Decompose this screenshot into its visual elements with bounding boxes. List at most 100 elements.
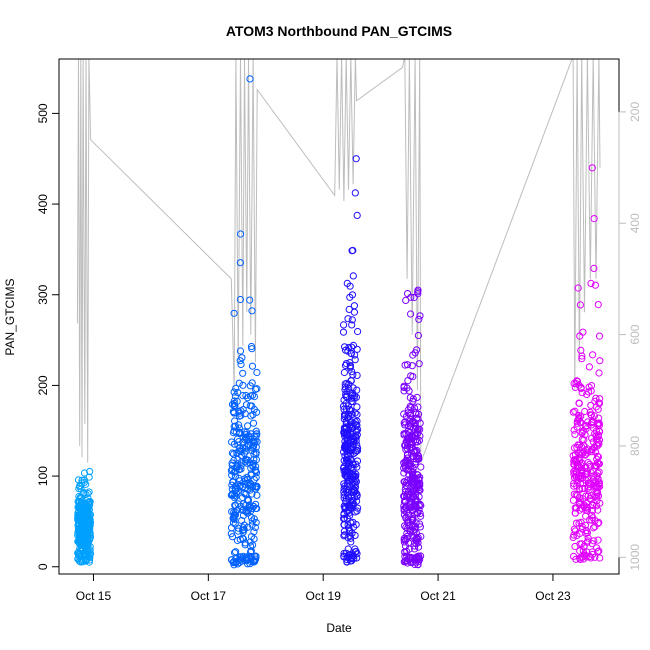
data-point xyxy=(578,474,587,482)
data-point xyxy=(404,290,412,298)
data-point xyxy=(587,411,595,419)
data-point xyxy=(581,521,590,529)
data-point xyxy=(573,417,582,425)
data-point xyxy=(592,432,600,440)
data-point xyxy=(400,430,408,438)
data-point xyxy=(578,429,586,437)
data-point xyxy=(411,545,419,553)
y-tick-label: 100 xyxy=(36,466,50,486)
data-point-max xyxy=(414,286,422,294)
data-point xyxy=(415,506,423,514)
data-point xyxy=(412,432,420,440)
data-point xyxy=(594,421,602,429)
data-point xyxy=(594,452,602,460)
data-point xyxy=(594,301,602,309)
data-point xyxy=(238,506,246,514)
data-point xyxy=(253,438,261,446)
data-point xyxy=(354,426,362,434)
x-tick-label: Oct 23 xyxy=(535,589,571,603)
data-point xyxy=(78,476,86,484)
data-point xyxy=(74,516,82,524)
data-point xyxy=(414,425,422,433)
data-point xyxy=(230,450,238,458)
data-point xyxy=(404,406,412,414)
data-point xyxy=(228,438,236,446)
data-point xyxy=(340,521,348,529)
data-point xyxy=(74,525,83,533)
data-point xyxy=(253,408,261,416)
data-point xyxy=(236,259,244,267)
data-point xyxy=(232,384,240,392)
data-point xyxy=(348,247,356,255)
data-point xyxy=(402,504,410,512)
data-point xyxy=(591,553,599,561)
data-point xyxy=(582,526,591,535)
data-point xyxy=(415,502,423,510)
data-point xyxy=(230,388,238,396)
data-point xyxy=(340,424,348,432)
data-point xyxy=(231,392,239,400)
data-point xyxy=(248,521,256,529)
data-point xyxy=(342,390,350,399)
data-point xyxy=(594,536,602,544)
data-point xyxy=(237,360,245,369)
data-point xyxy=(344,315,352,323)
data-point xyxy=(415,476,423,484)
data-point xyxy=(344,410,352,418)
data-point xyxy=(340,502,348,510)
data-point xyxy=(242,455,250,463)
x-tick-label: Oct 19 xyxy=(306,589,342,603)
data-point xyxy=(238,354,246,362)
x-tick-label: Oct 21 xyxy=(420,589,456,603)
data-point xyxy=(237,502,245,511)
data-point xyxy=(404,476,412,484)
data-point xyxy=(347,377,355,385)
data-point xyxy=(252,473,260,481)
data-point xyxy=(342,360,350,368)
data-point xyxy=(590,264,598,272)
data-point xyxy=(578,352,586,360)
data-point xyxy=(403,547,411,556)
data-point xyxy=(588,417,597,425)
data-point xyxy=(236,430,244,438)
data-point xyxy=(571,407,579,415)
data-point xyxy=(234,455,242,464)
data-point xyxy=(582,553,590,561)
data-point xyxy=(80,505,88,513)
data-point xyxy=(405,433,413,441)
data-point xyxy=(582,500,591,508)
data-point xyxy=(247,548,255,556)
data-point xyxy=(410,502,418,510)
data-point xyxy=(594,506,602,514)
data-point xyxy=(401,485,409,493)
data-point xyxy=(591,478,599,486)
y2-tick-label: 200 xyxy=(628,102,642,122)
data-point xyxy=(594,492,603,500)
data-point xyxy=(77,505,85,513)
data-point xyxy=(230,397,238,405)
data-point xyxy=(578,355,586,363)
series-2-points xyxy=(339,155,362,566)
data-point xyxy=(230,309,238,317)
data-point xyxy=(579,328,587,336)
data-point xyxy=(342,425,350,433)
data-point xyxy=(239,392,247,400)
data-point xyxy=(352,393,360,401)
data-point xyxy=(348,316,356,324)
data-point xyxy=(248,362,257,370)
data-point xyxy=(584,467,592,475)
data-point xyxy=(84,540,92,548)
data-point-max xyxy=(86,467,94,476)
data-point xyxy=(416,509,424,518)
data-point xyxy=(229,407,237,416)
y-axis: 0 100 200 300 400 500 xyxy=(36,103,60,570)
data-point xyxy=(403,361,412,369)
data-point-max xyxy=(588,164,596,172)
data-point xyxy=(570,470,578,478)
data-point xyxy=(591,397,599,405)
data-point xyxy=(416,555,424,564)
data-point xyxy=(82,538,90,546)
data-point xyxy=(341,503,349,511)
data-point xyxy=(405,521,413,530)
data-point xyxy=(401,488,410,496)
